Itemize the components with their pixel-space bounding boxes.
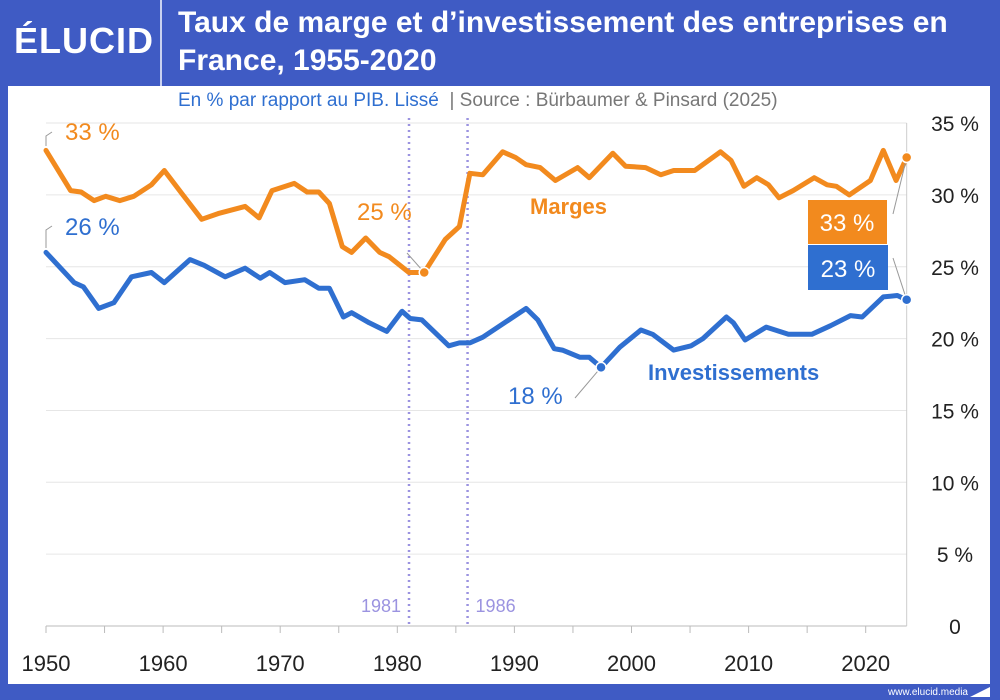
chart-title: Taux de marge et d’investissement des en… — [178, 6, 948, 77]
y-tick-label: 35 % — [931, 113, 979, 136]
y-tick-label: 20 % — [931, 329, 979, 352]
invest-end-label: 23 % — [821, 256, 876, 283]
y-tick-label: 10 % — [931, 472, 979, 495]
x-tick-label: 2020 — [841, 651, 890, 676]
marker-label: 1986 — [476, 596, 516, 616]
x-tick-label: 1970 — [256, 651, 305, 676]
series-line-marges — [43, 147, 910, 275]
leader-line — [45, 131, 53, 146]
marges-min-label: 25 % — [357, 199, 412, 226]
y-tick-label: 15 % — [931, 400, 979, 423]
marges-start-label: 33 % — [65, 119, 120, 146]
series-line-investissements — [43, 249, 910, 370]
highlight-point — [900, 151, 913, 164]
invest-start-label: 26 % — [65, 214, 120, 241]
elucid-flag-icon — [970, 687, 990, 697]
x-tick-label: 1990 — [490, 651, 539, 676]
highlight-point — [900, 294, 913, 306]
highlight-point — [418, 266, 430, 279]
leader-line — [892, 257, 908, 300]
highlight-point — [595, 361, 607, 374]
header-divider — [160, 0, 162, 86]
y-tick-label: 25 % — [931, 257, 979, 280]
footer-url[interactable]: www.elucid.media — [887, 687, 968, 698]
x-tick-label: 2000 — [607, 651, 656, 676]
leader-line — [574, 367, 602, 399]
invest-end-box — [808, 245, 888, 290]
leader-line — [892, 157, 908, 215]
y-tick-label: 30 % — [931, 185, 979, 208]
subtitle-text: En % par rapport au PIB. Lissé — [178, 90, 439, 111]
marker-label: 1981 — [361, 596, 401, 616]
invest-min-label: 18 % — [508, 383, 563, 410]
y-tick-label: 0 — [949, 616, 961, 639]
x-tick-label: 1960 — [139, 651, 188, 676]
x-tick-label: 1980 — [373, 651, 422, 676]
x-tick-label: 1950 — [22, 651, 71, 676]
chart-subtitle: En % par rapport au PIB. Lissé | Source … — [178, 90, 778, 112]
marges-series-label: Marges — [530, 194, 607, 219]
y-tick-label: 5 % — [937, 544, 973, 567]
leader-line — [45, 225, 53, 248]
source-text: | Source : Bürbaumer & Pinsard (2025) — [449, 90, 778, 111]
x-tick-label: 2010 — [724, 651, 773, 676]
elucid-logo: ÉLUCID — [14, 20, 154, 61]
marges-end-label: 33 % — [820, 210, 875, 237]
marges-end-box — [808, 200, 887, 244]
invest-series-label: Investissements — [648, 360, 819, 385]
